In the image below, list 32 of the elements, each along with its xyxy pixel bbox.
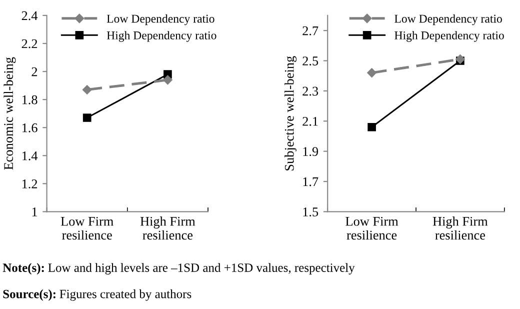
legend-label: High Dependency ratio — [394, 31, 504, 42]
text: Note(s): Low and high levels are –1SD and +1SD values, respectively — [2, 263, 355, 275]
y-tick-label: 2.2 — [22, 39, 38, 48]
y-tick-label: 1.6 — [22, 123, 38, 132]
y-tick-label: 2 — [32, 67, 38, 76]
y-tick-label: 2.5 — [302, 56, 318, 66]
y-tick-label: 1.9 — [303, 147, 318, 156]
point — [367, 68, 376, 78]
y-tick-label: 2.1 — [302, 116, 318, 126]
y-tick-label: 1.5 — [303, 208, 318, 216]
y-tick-label: 2.4 — [22, 11, 38, 20]
y-tick-label: 1.8 — [22, 95, 38, 104]
y-axis-title: Subjective well-being — [284, 56, 297, 170]
legend-label: Low Dependency ratio — [394, 14, 502, 26]
point — [82, 85, 92, 94]
y-tick-label: 1.7 — [303, 177, 318, 186]
y-tick-label: 2.7 — [302, 26, 318, 36]
legend-label: High Dependency ratio — [106, 31, 216, 42]
y-tick-label: 2.3 — [302, 86, 318, 96]
x-tick-label: Low Firm resilience — [60, 216, 114, 240]
point — [82, 114, 92, 122]
point — [368, 122, 376, 132]
x-tick-label: High Firm resilience — [432, 216, 488, 240]
legend-label: Low Dependency ratio — [106, 14, 214, 26]
x-tick-label: High Firm resilience — [140, 216, 196, 240]
point — [163, 75, 172, 85]
x-tick-label: Low Firm resilience — [346, 216, 398, 240]
y-tick-label: 1.2 — [22, 179, 38, 188]
source-note: Source(s): Figures created by authors — [3, 289, 192, 301]
y-tick-label: 1 — [32, 208, 37, 216]
y-tick-label: 1.4 — [22, 151, 38, 160]
y-axis-title: Economic well-being — [4, 57, 16, 170]
